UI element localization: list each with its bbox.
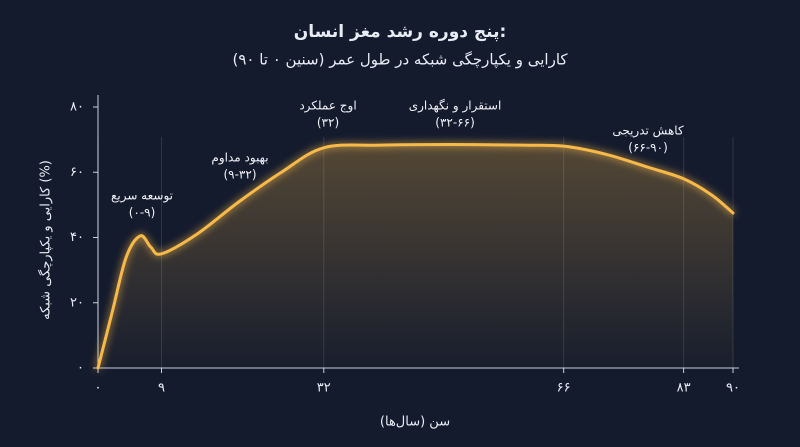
- annotation-period: (۶۶-۹۰): [628, 141, 668, 155]
- y-tick-label: ۲۰: [70, 295, 84, 310]
- y-tick-label: ۶۰: [70, 165, 84, 180]
- x-tick-label: ۶۶: [557, 381, 571, 396]
- annotation-label: اوج عملکرد: [299, 99, 356, 114]
- x-tick-label: ۰: [95, 381, 102, 396]
- chart-subtitle: کارایی و یکپارچگی شبکه در طول عمر (سنین …: [232, 51, 568, 70]
- chart-title: پنج دوره رشد مغز انسان:: [294, 22, 507, 42]
- annotation-period: (۹-۳۲): [223, 168, 256, 182]
- annotation-period: (۰-۹): [129, 206, 156, 220]
- y-axis-label: کارایی و یکپارچگی شبکه (%): [38, 160, 54, 320]
- annotation-label: کاهش تدریجی: [612, 124, 684, 139]
- x-tick-label: ۳۲: [317, 381, 331, 396]
- x-axis-label: سن (سال‌ها): [380, 415, 450, 430]
- x-tick-label: ۹: [158, 381, 165, 396]
- line: [96, 143, 735, 370]
- x-tick-label: ۸۳: [677, 381, 691, 396]
- y-tick-label: ۴۰: [70, 230, 84, 245]
- x-tick-label: ۹۰: [726, 381, 740, 396]
- y-tick-label: ۸۰: [70, 100, 84, 115]
- annotation-label: استقرار و نگهداری: [409, 99, 502, 114]
- annotation-period: (۳۲-۶۶): [435, 116, 475, 130]
- annotation-label: بهبود مداوم: [211, 151, 268, 166]
- area-fill: [98, 144, 733, 368]
- y-tick-label: ۰: [77, 361, 84, 376]
- annotation-label: توسعه سریع: [111, 189, 173, 204]
- annotation-period: (۳۲): [317, 116, 339, 130]
